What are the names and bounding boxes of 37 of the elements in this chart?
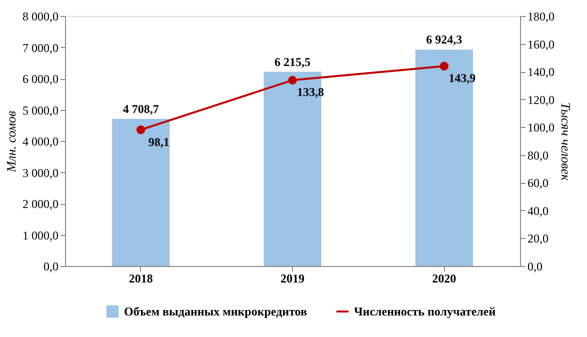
y2-tick-label: 20,0 <box>528 232 548 246</box>
y2-tick-label: 40,0 <box>528 204 548 218</box>
legend-label: Численность получателей <box>354 304 496 318</box>
data-label: 133,8 <box>297 85 324 100</box>
y-tick-label: 7 000,0 <box>22 40 58 55</box>
y-axis-title: Млн. сомов <box>4 110 18 174</box>
data-label: 6 924,3 <box>426 32 462 47</box>
data-label: 143,9 <box>448 71 476 86</box>
point <box>136 125 146 134</box>
x-tick-label: 2019 <box>280 272 304 286</box>
y2-tick-label: 140,0 <box>528 65 554 80</box>
bar <box>112 118 170 266</box>
data-label: 98,1 <box>148 134 170 149</box>
y2-tick-label: 160,0 <box>528 37 554 52</box>
point <box>440 62 449 70</box>
data-label: 4 708,7 <box>122 102 159 116</box>
y-tick-label: 4 000,0 <box>22 134 58 148</box>
y-tick-label: 0,0 <box>44 260 58 274</box>
y2-tick-label: 0,0 <box>528 260 542 274</box>
x-tick-label: 2018 <box>128 272 153 286</box>
legend-label: Объем выданных микрокредитов <box>124 304 308 318</box>
bar <box>264 72 322 266</box>
y2-tick-label: 80,0 <box>528 148 548 162</box>
y-tick-label: 2 000,0 <box>22 197 58 211</box>
y2-tick-label: 180,0 <box>528 10 554 24</box>
y-tick-label: 3 000,0 <box>22 166 58 180</box>
y-tick-label: 6 000,0 <box>22 72 58 86</box>
point <box>288 76 297 85</box>
y2-tick-label: 60,0 <box>528 176 548 190</box>
y2-tick-label: 120,0 <box>528 92 554 107</box>
y2-tick-label: 100,0 <box>528 120 554 135</box>
y-tick-label: 1 000,0 <box>22 228 58 242</box>
y2-axis-title: Тысяч человек <box>558 102 574 182</box>
y-tick-label: 8 000,0 <box>22 10 58 24</box>
data-label: 6 215,5 <box>274 54 310 69</box>
y-tick-label: 5 000,0 <box>22 103 58 118</box>
x-tick-label: 2020 <box>432 272 456 286</box>
